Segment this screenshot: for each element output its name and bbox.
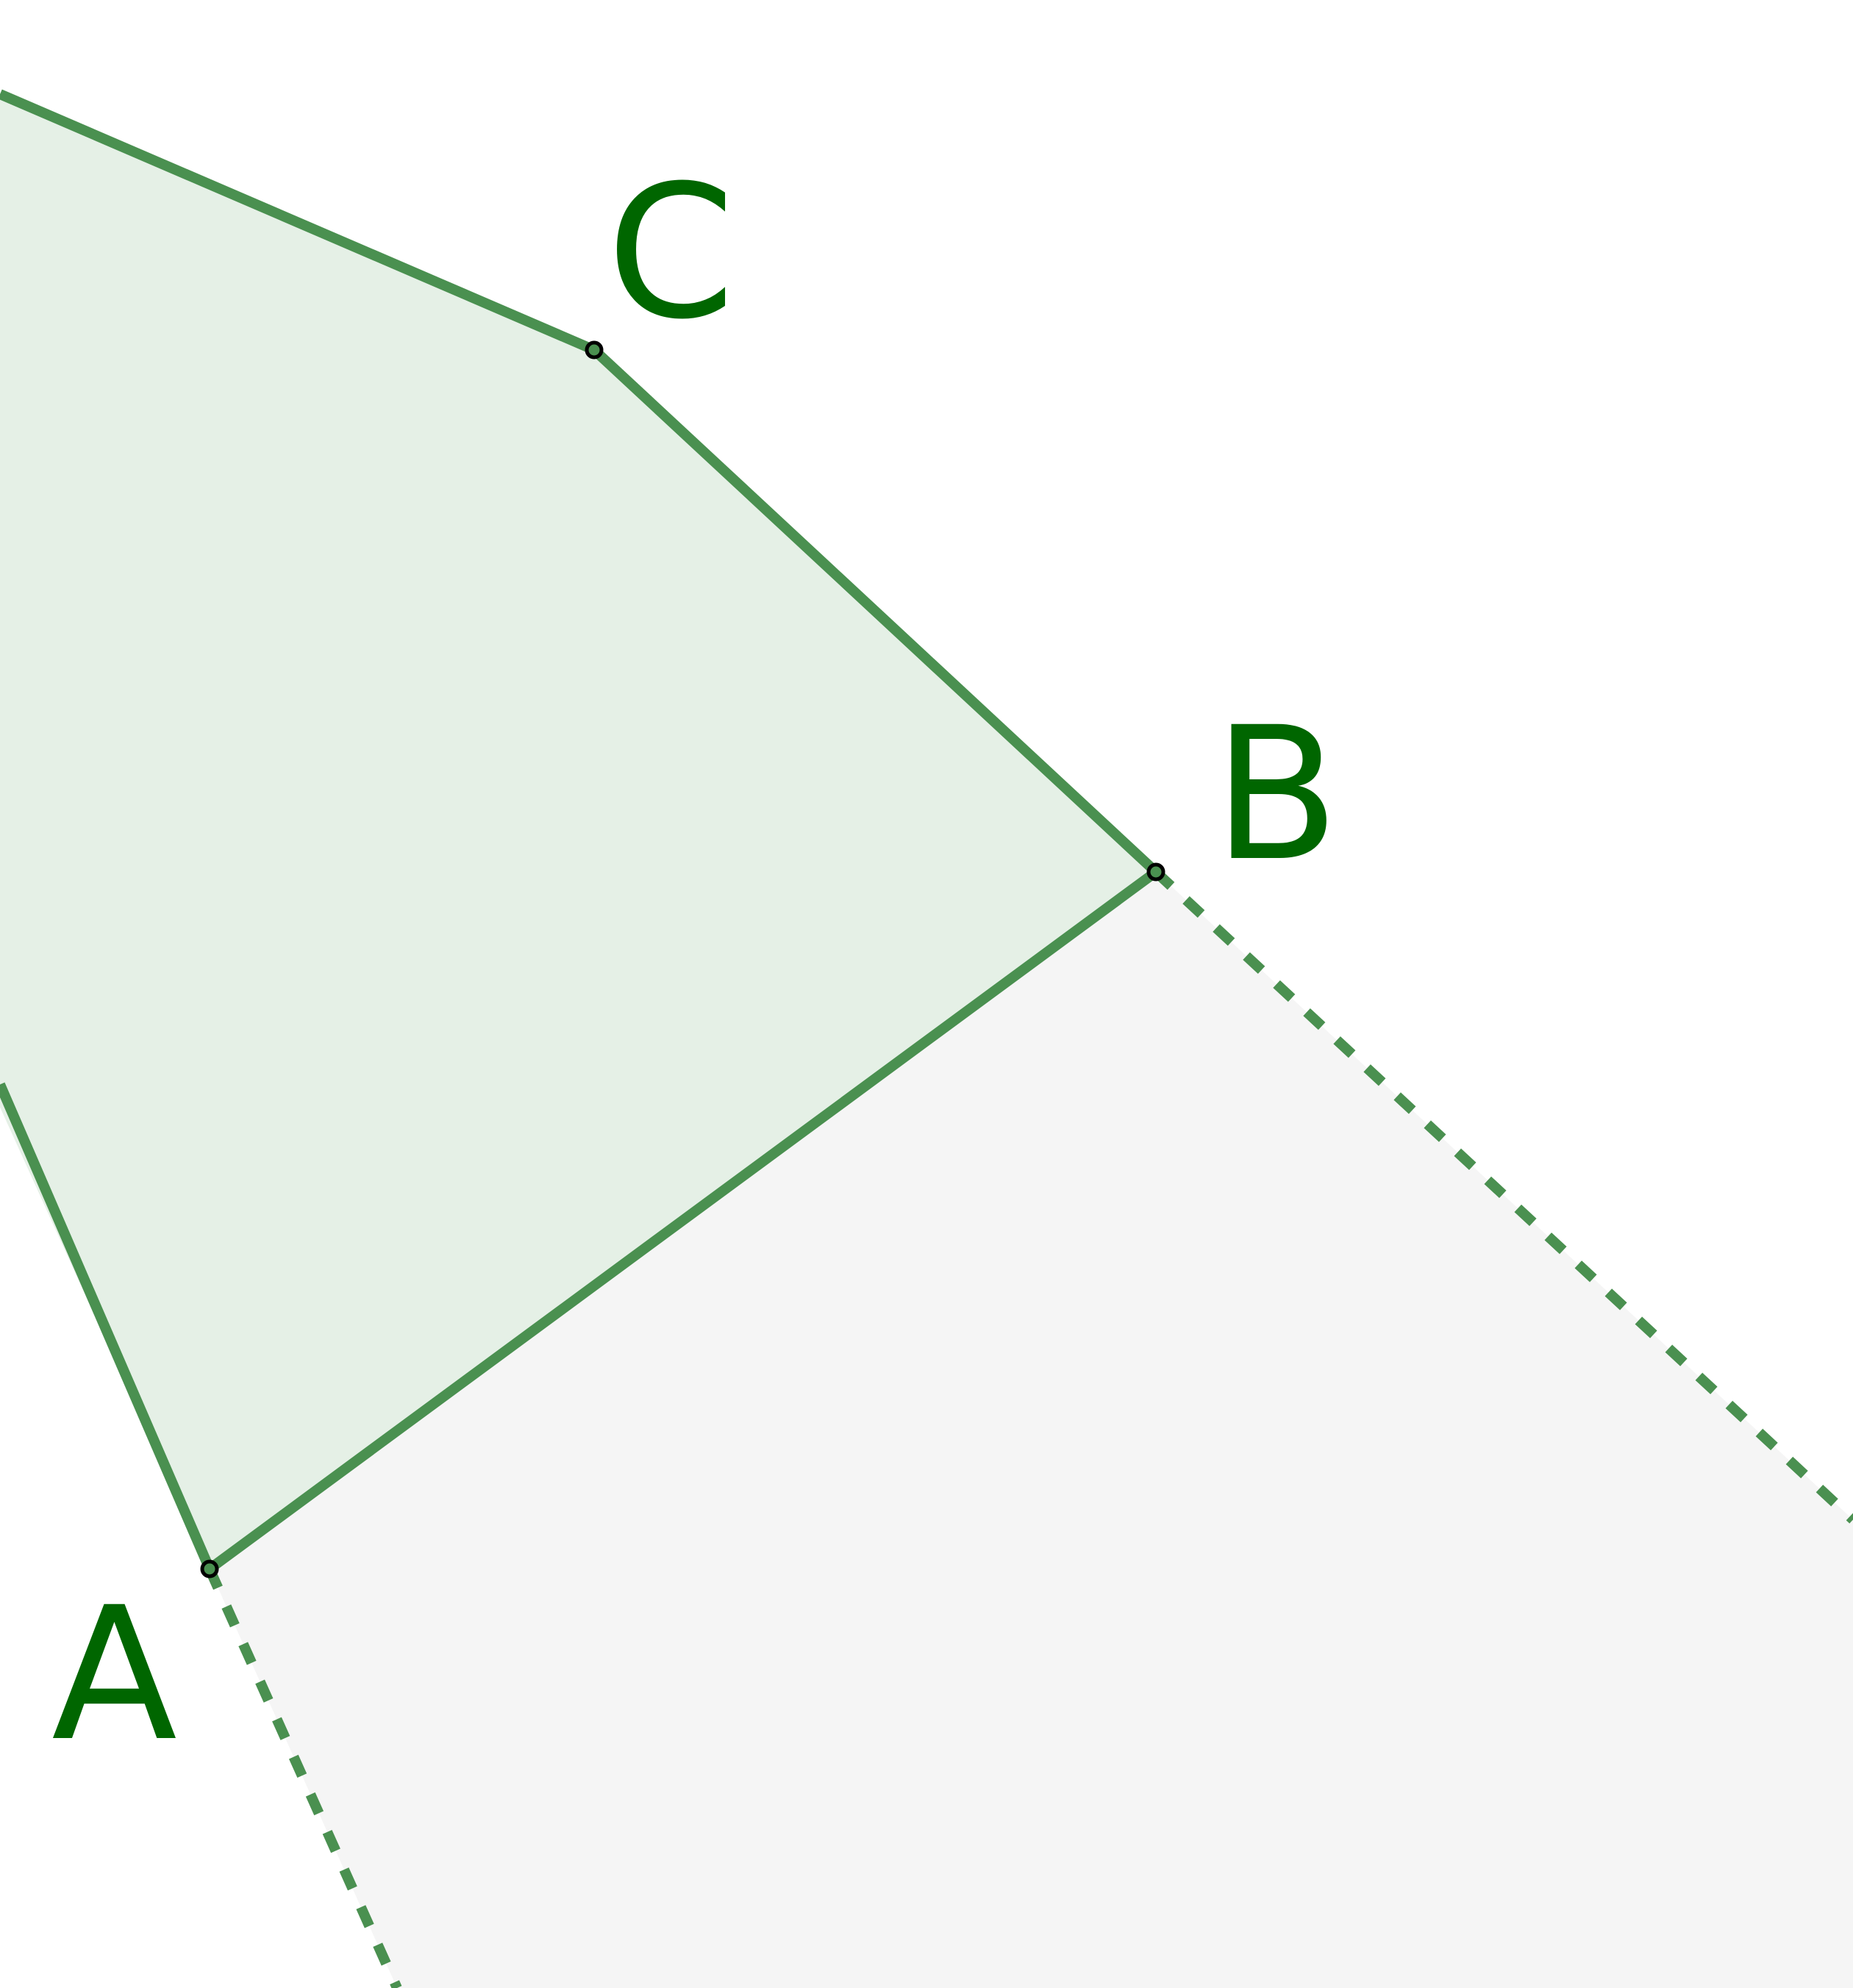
- point-a-label: A: [51, 1567, 177, 1781]
- outside-region: [210, 872, 1853, 1988]
- polygon-region: [0, 94, 1156, 1569]
- edge-lower-left: [0, 1082, 215, 1571]
- point-c-marker[interactable]: [585, 340, 604, 360]
- point-a-marker[interactable]: [200, 1559, 219, 1578]
- ray-from-b: [1152, 868, 1853, 1524]
- ray-from-a: [204, 1567, 402, 1988]
- edge-cb: [590, 346, 1160, 876]
- point-b-marker[interactable]: [1146, 862, 1165, 882]
- edge-ab: [206, 868, 1160, 1573]
- point-c-label: C: [607, 146, 735, 360]
- point-b-label: B: [1213, 687, 1340, 901]
- edge-upper-left: [0, 89, 596, 355]
